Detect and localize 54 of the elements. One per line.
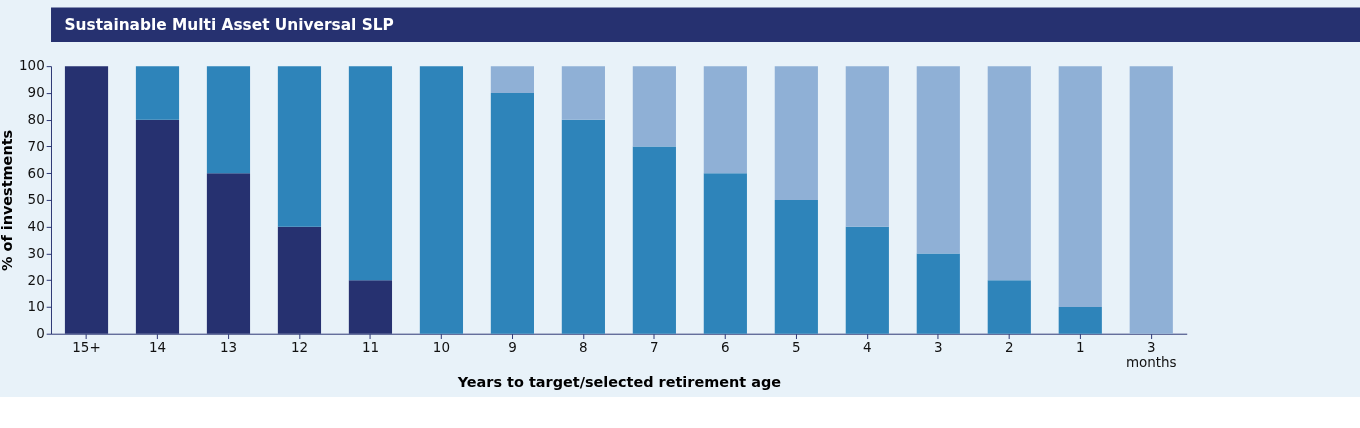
bar (1129, 66, 1173, 334)
x-tick-label: 1 (1075, 338, 1085, 355)
bar (703, 173, 747, 334)
bar (987, 280, 1031, 334)
y-tick-label: 40 (27, 218, 45, 235)
x-tick-label: 5 (792, 338, 801, 355)
y-tick-label: 90 (27, 84, 45, 101)
bar (703, 66, 747, 174)
x-tick-label: 14 (148, 338, 167, 355)
bar (632, 66, 676, 147)
y-tick-label: 20 (27, 271, 45, 288)
bar (774, 66, 818, 200)
y-tick-label: 60 (27, 164, 45, 181)
bar (419, 66, 464, 334)
y-tick-label: 0 (36, 325, 45, 342)
y-tick-label: 30 (27, 244, 45, 261)
x-tick-label: 3 months (1125, 338, 1177, 370)
bar (277, 66, 322, 227)
x-axis-title: Years to target/selected retirement age (456, 374, 782, 391)
x-tick-label: 10 (432, 338, 450, 355)
x-tick-label: 11 (361, 338, 380, 355)
x-tick-label: 3 (934, 338, 943, 355)
bar (916, 66, 960, 254)
bar (774, 199, 818, 334)
bar (561, 119, 605, 334)
chart-title: Sustainable Multi Asset Universal SLP (64, 15, 394, 34)
x-tick-label: 13 (219, 338, 238, 355)
y-tick-label: 70 (27, 137, 45, 154)
x-tick-label: 9 (508, 338, 517, 355)
y-tick-label: 80 (27, 111, 45, 127)
bar (845, 226, 889, 334)
bar (490, 66, 534, 93)
bar (206, 66, 251, 174)
bar (845, 66, 889, 227)
bar (987, 66, 1031, 281)
x-tick-label: 7 (650, 338, 659, 355)
x-tick-label: 6 (721, 338, 730, 355)
y-tick-label: 10 (27, 298, 45, 315)
y-tick-label: 50 (27, 191, 45, 208)
x-tick-label: 8 (579, 338, 588, 355)
y-axis-title: % of investments (0, 129, 16, 271)
bar (632, 146, 676, 334)
bar (1058, 306, 1102, 334)
bar (916, 253, 960, 334)
bar (490, 92, 534, 334)
x-tick-label: 4 (863, 338, 872, 355)
x-tick-label: 2 (1005, 338, 1014, 355)
y-tick-label: 100 (19, 57, 45, 74)
x-tick-label: 15+ (72, 338, 101, 355)
bar (348, 66, 393, 281)
bar (1058, 66, 1102, 307)
bar (135, 66, 180, 120)
bar (561, 66, 605, 120)
x-tick-label: 12 (290, 338, 309, 355)
